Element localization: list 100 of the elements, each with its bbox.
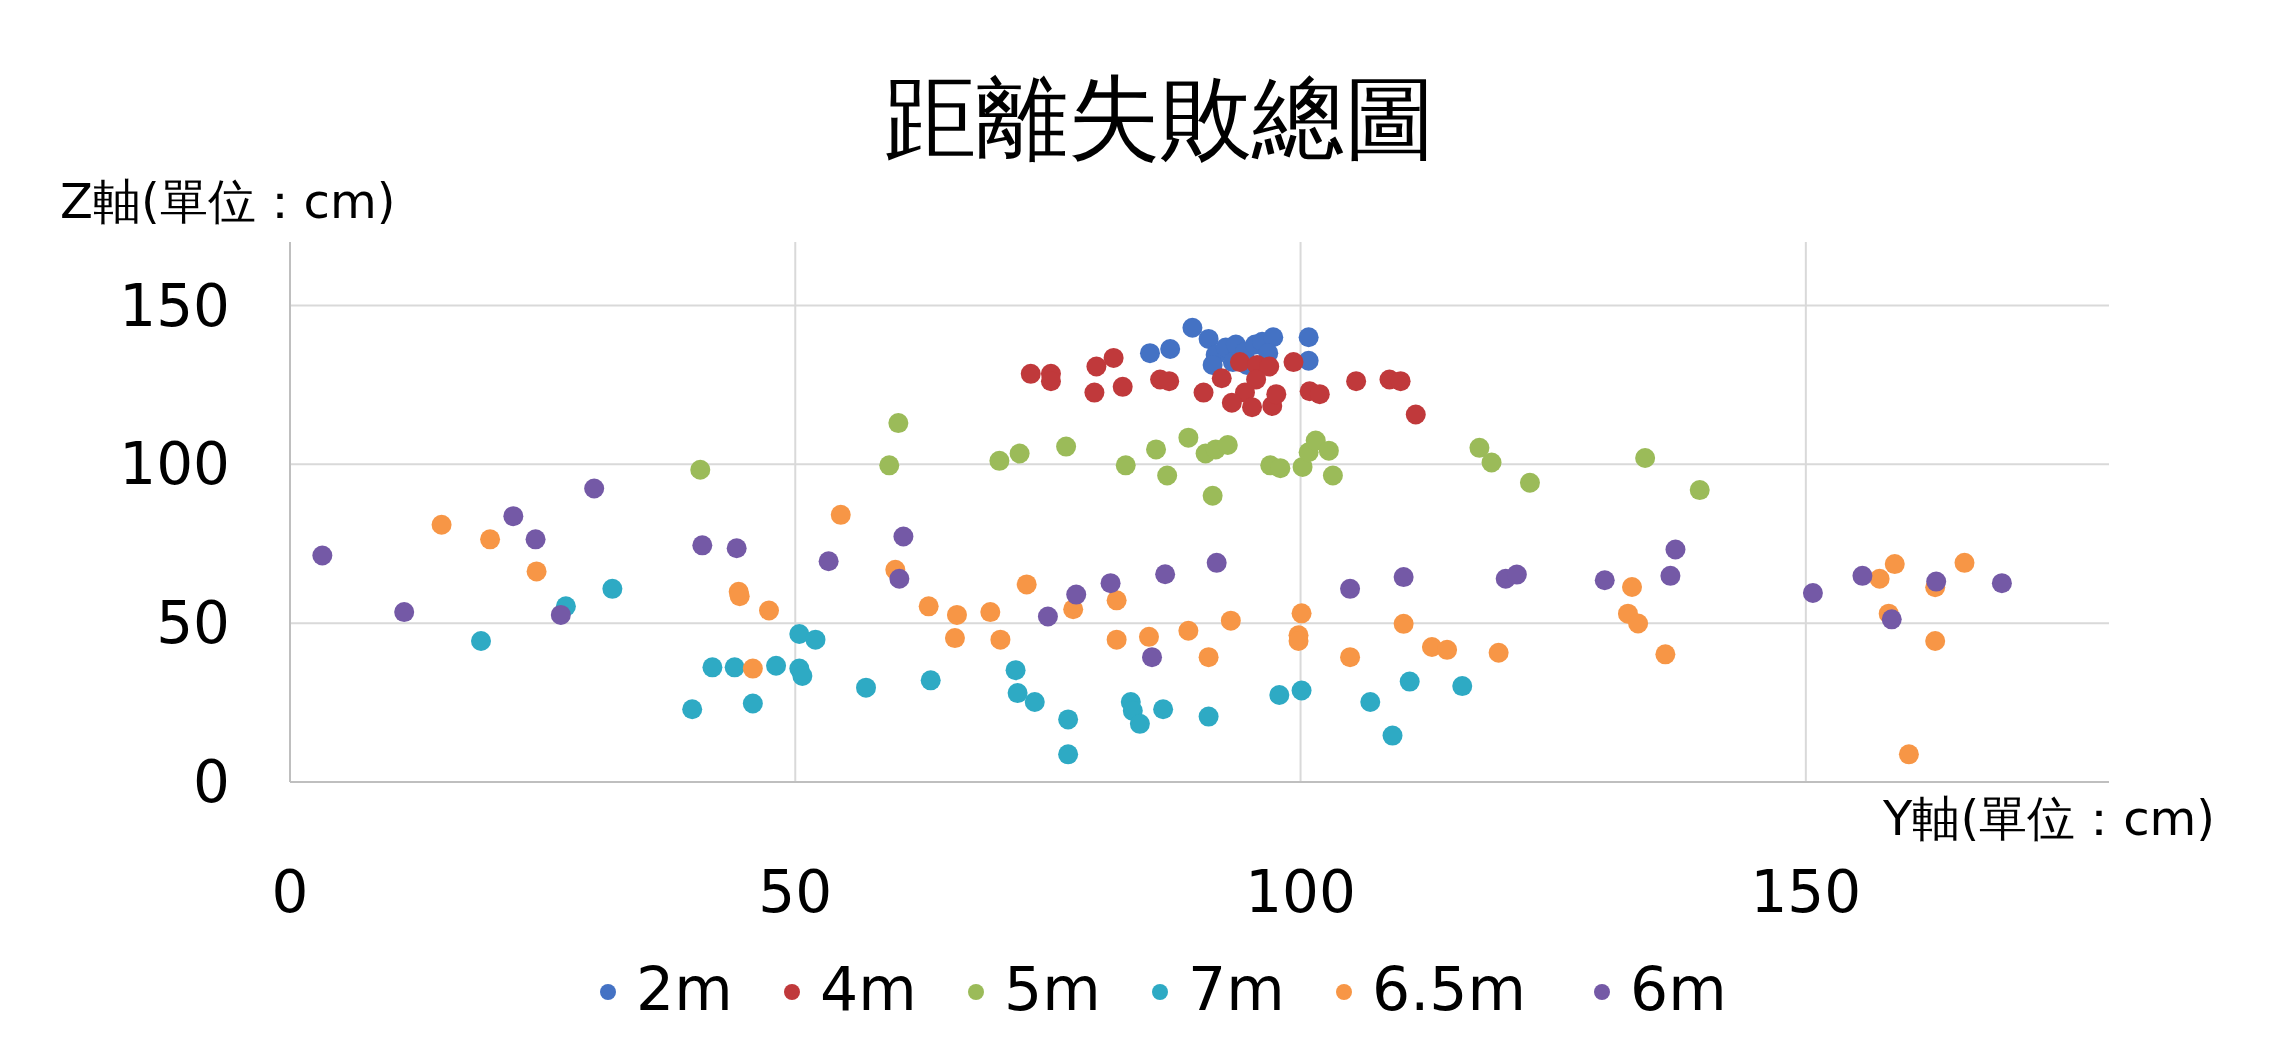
point [766, 655, 787, 676]
point [1129, 713, 1150, 734]
point [893, 526, 914, 547]
point [394, 602, 415, 623]
point [1221, 392, 1242, 413]
x-tick-label: 100 [1245, 858, 1356, 926]
point [1802, 583, 1823, 603]
point [1452, 676, 1473, 697]
point [1291, 680, 1312, 701]
point [602, 578, 623, 599]
point [1198, 647, 1219, 668]
point [682, 699, 703, 720]
point [1269, 684, 1290, 705]
point [1519, 472, 1540, 493]
point [1020, 363, 1041, 384]
point [1007, 683, 1028, 704]
point [1157, 465, 1178, 486]
point [1016, 574, 1037, 595]
point [1506, 564, 1527, 585]
point [1291, 603, 1312, 624]
point [1139, 343, 1160, 364]
point [879, 455, 900, 476]
point [1270, 458, 1291, 479]
point [1178, 427, 1199, 448]
point [946, 604, 967, 625]
point [584, 478, 605, 499]
point [1146, 439, 1167, 460]
point [550, 604, 571, 625]
point [1142, 647, 1162, 668]
point [1628, 613, 1649, 634]
point [1622, 576, 1643, 597]
point [1009, 443, 1030, 464]
point [1229, 352, 1250, 373]
point [1066, 584, 1087, 605]
point [471, 630, 491, 651]
point [1390, 371, 1411, 392]
point [1246, 369, 1267, 390]
point [888, 413, 909, 434]
point [1266, 384, 1287, 405]
point [1898, 744, 1919, 765]
point [1198, 706, 1219, 727]
point [1112, 376, 1133, 397]
point [1155, 564, 1176, 585]
point [1138, 626, 1159, 647]
point [918, 596, 939, 617]
point [692, 535, 713, 556]
point [980, 602, 1001, 623]
point [856, 677, 877, 698]
point [526, 561, 547, 582]
point [830, 504, 851, 525]
point [1005, 660, 1026, 681]
point [724, 657, 745, 678]
legend-label: 7m [1188, 954, 1285, 1024]
point [1298, 327, 1319, 348]
point [690, 459, 711, 480]
point [1881, 609, 1902, 630]
point [1869, 568, 1890, 589]
point [1393, 613, 1414, 634]
point [1283, 352, 1304, 373]
point [1689, 480, 1710, 501]
x-tick-label: 150 [1750, 858, 1862, 926]
point [1115, 455, 1136, 476]
point [1346, 371, 1367, 392]
point [1655, 644, 1676, 665]
point [1058, 744, 1079, 765]
point [726, 538, 747, 559]
point [1037, 606, 1058, 627]
x-tick-label: 0 [271, 858, 309, 926]
point [503, 506, 524, 527]
y-tick-label: 150 [119, 271, 230, 340]
point [1058, 709, 1079, 730]
point [1178, 620, 1199, 641]
point [1182, 317, 1203, 338]
point [789, 623, 810, 644]
point [1469, 437, 1490, 458]
point [920, 670, 941, 691]
point [480, 529, 501, 550]
point [312, 545, 333, 566]
point [1399, 671, 1420, 692]
x-tick-label: 50 [758, 858, 833, 926]
y-tick-label: 100 [119, 430, 230, 499]
legend-label: 2m [636, 954, 733, 1024]
point [1635, 448, 1656, 468]
y-axis-title: Z軸(單位：cm) [60, 173, 396, 229]
point [1954, 552, 1975, 573]
point [1340, 647, 1361, 668]
point [818, 551, 839, 572]
y-tick-label: 0 [193, 748, 230, 816]
point [1322, 465, 1343, 486]
legend-label: 5m [1004, 954, 1101, 1024]
point [1925, 630, 1946, 651]
point [1198, 328, 1219, 349]
point [989, 450, 1010, 471]
point [1405, 404, 1426, 425]
point [742, 658, 763, 679]
point [1382, 725, 1403, 746]
y-tick-label: 50 [156, 589, 230, 658]
point [1309, 384, 1330, 405]
point [1665, 539, 1686, 560]
point [1594, 570, 1615, 591]
